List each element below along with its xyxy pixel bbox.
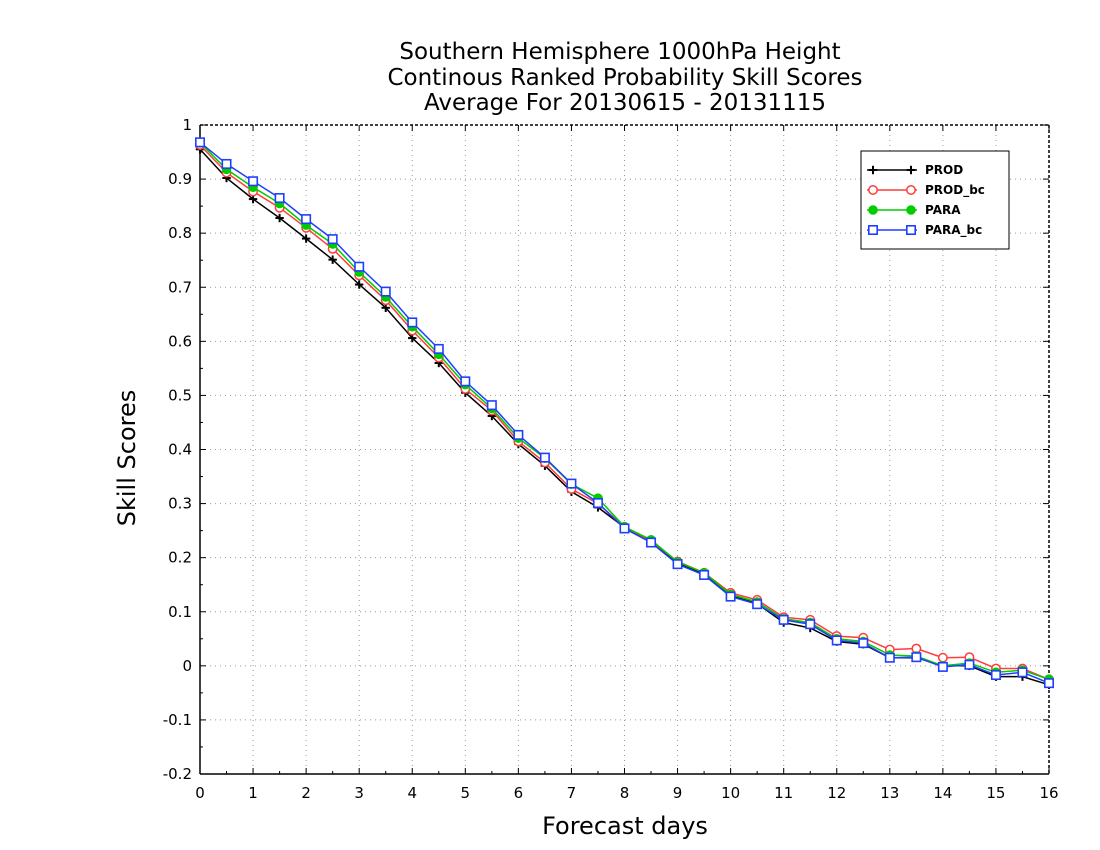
legend-label: PROD_bc [925, 183, 985, 198]
data-point [539, 452, 550, 463]
data-point [195, 137, 206, 148]
data-point [486, 400, 497, 411]
data-point [566, 478, 577, 489]
series-para-bc [195, 137, 1055, 689]
legend-label: PARA_bc [925, 223, 982, 238]
data-point [354, 261, 365, 272]
data-point [867, 225, 878, 236]
data-point [407, 317, 418, 328]
x-tick-label: 15 [986, 784, 1005, 802]
data-point [513, 429, 524, 440]
data-point [906, 185, 916, 195]
y-tick-label: 0.4 [168, 441, 192, 459]
y-tick-label: 0 [182, 657, 192, 675]
data-point [906, 165, 916, 175]
x-tick-label: 11 [774, 784, 793, 802]
data-point [248, 176, 259, 187]
legend-label: PROD [925, 163, 963, 177]
data-point [221, 158, 232, 169]
data-point [937, 652, 948, 663]
data-point [1044, 678, 1055, 689]
data-point [831, 635, 842, 646]
x-tick-label: 0 [195, 784, 205, 802]
legend: PROD PROD_bc PARA PARA_bc [860, 150, 1010, 250]
y-tick-label: -0.1 [163, 711, 192, 729]
data-point [868, 185, 878, 195]
data-point [354, 280, 364, 289]
x-tick-label: 13 [880, 784, 899, 802]
data-point [672, 559, 683, 570]
data-point [868, 165, 878, 175]
data-point [905, 225, 916, 236]
chart-title-line-2: Continous Ranked Probability Skill Score… [387, 65, 862, 91]
data-point [1017, 667, 1028, 678]
data-point [327, 234, 338, 245]
legend-label: PARA [925, 203, 961, 217]
data-point [699, 569, 710, 580]
data-point [619, 523, 630, 534]
x-tick-label: 9 [673, 784, 683, 802]
data-point [911, 652, 922, 663]
data-point [301, 214, 312, 225]
x-tick-label: 10 [721, 784, 740, 802]
data-point [460, 376, 471, 387]
chart-title-line-3: Average For 20130615 - 20131115 [424, 90, 826, 116]
data-point [990, 670, 1001, 681]
x-tick-label: 3 [354, 784, 364, 802]
data-point [858, 638, 869, 649]
data-point [725, 591, 736, 602]
series-layer [195, 137, 1055, 689]
y-tick-label: 0.7 [168, 278, 192, 296]
x-tick-label: 14 [933, 784, 952, 802]
legend-entry: PARA [867, 203, 961, 217]
data-point [906, 205, 916, 215]
legend-box [860, 150, 1010, 250]
chart-title: Southern Hemisphere 1000hPa Height Conti… [387, 39, 862, 116]
data-point [380, 286, 391, 297]
data-point [937, 661, 948, 672]
data-point [805, 619, 816, 630]
x-tick-label: 8 [620, 784, 630, 802]
y-axis-label: Skill Scores [113, 390, 141, 527]
y-tick-label: 0.3 [168, 495, 192, 513]
data-point [274, 193, 285, 204]
data-point [592, 498, 603, 509]
data-point [752, 599, 763, 610]
x-axis-label: Forecast days [542, 812, 708, 840]
data-point [275, 213, 284, 223]
y-tick-label: 1 [182, 116, 192, 134]
data-point [964, 659, 975, 670]
y-tick-label: 0.1 [168, 603, 192, 621]
data-point [778, 614, 789, 625]
x-tick-label: 4 [407, 784, 417, 802]
chart-title-line-1: Southern Hemisphere 1000hPa Height [399, 39, 840, 65]
legend-entry: PROD_bc [867, 183, 985, 198]
x-tick-label: 16 [1039, 784, 1058, 802]
x-tick-label: 6 [514, 784, 524, 802]
x-tick-label: 2 [301, 784, 311, 802]
x-tick-label: 12 [827, 784, 846, 802]
y-tick-label: 0.6 [168, 332, 192, 350]
legend-entry: PARA_bc [867, 223, 982, 238]
data-point [433, 343, 444, 354]
x-tick-label: 1 [248, 784, 258, 802]
data-point [328, 255, 337, 264]
y-tick-label: 0.2 [168, 549, 192, 567]
data-point [646, 537, 657, 548]
x-tick-label: 5 [461, 784, 471, 802]
y-tick-label: 0.9 [168, 170, 192, 188]
axes: 0 1 2 3 4 5 6 7 8 9 10 11 12 13 14 15 16-0.2-0.100.10.20… [163, 116, 1059, 802]
data-point [884, 652, 895, 663]
data-point [301, 234, 311, 243]
y-tick-label: -0.2 [163, 765, 192, 783]
x-tick-label: 7 [567, 784, 577, 802]
legend-entry: PROD [867, 163, 963, 177]
data-point [868, 205, 878, 215]
y-tick-label: 0.8 [168, 224, 192, 242]
y-tick-label: 0.5 [168, 386, 192, 404]
